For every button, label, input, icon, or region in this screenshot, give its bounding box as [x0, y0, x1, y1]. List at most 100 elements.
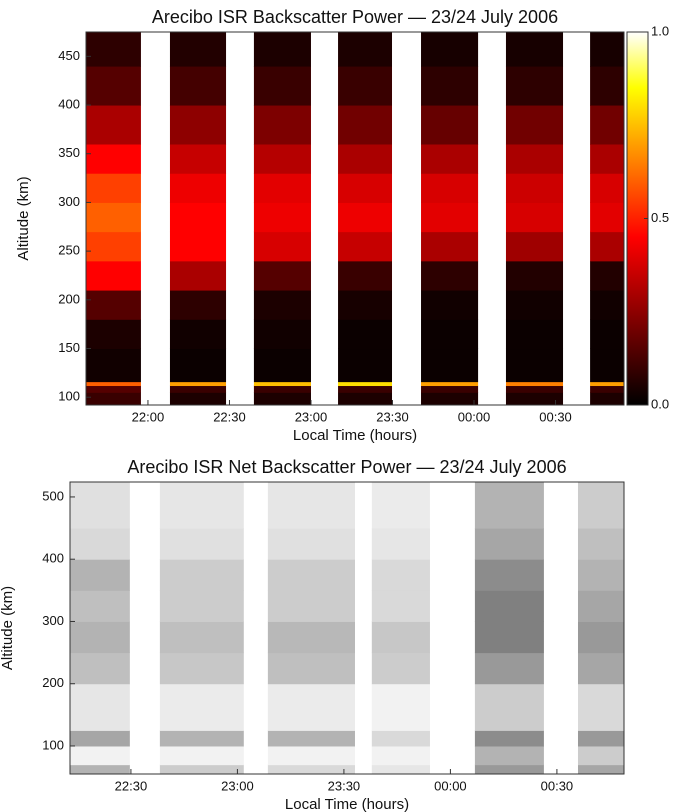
heatmap-cell [590, 319, 624, 350]
heatmap-cell [86, 231, 141, 262]
heatmap-cell [590, 173, 624, 203]
heatmap-cell [421, 143, 479, 174]
x-tick-label: 00:00 [434, 778, 467, 793]
colorbar-tick-label: 0.0 [651, 396, 669, 411]
heatmap-cell [267, 764, 355, 775]
colorbar-tick-label: 1.0 [651, 23, 669, 38]
heatmap-cell [159, 683, 244, 731]
heatmap-cell [474, 652, 544, 685]
heatmap-cell [371, 745, 430, 766]
heatmap-cell [338, 381, 393, 387]
heatmap-cell [86, 173, 141, 203]
heatmap-cell [474, 683, 544, 731]
heatmap-cell [421, 381, 479, 387]
heatmap-cell [159, 745, 244, 766]
heatmap-cell [474, 528, 544, 560]
heatmap-cell [371, 730, 430, 747]
heatmap-cell [371, 683, 430, 731]
heatmap-cell [169, 202, 227, 233]
heatmap-cell [70, 590, 130, 622]
heatmap-cell [421, 105, 479, 145]
heatmap-cell [590, 231, 624, 262]
heatmap-cell [577, 652, 624, 685]
heatmap-cell [371, 482, 430, 529]
heatmap-cell [169, 348, 227, 383]
plot-frame [69, 481, 625, 775]
heatmap-cell [70, 621, 130, 654]
heatmap-cell [338, 32, 393, 67]
heatmap-cell [267, 683, 355, 731]
heatmap-cell [169, 143, 227, 174]
heatmap-cell [371, 764, 430, 775]
heatmap-cell [577, 621, 624, 654]
heatmap-cell [505, 32, 564, 67]
y-tick-label: 400 [42, 551, 64, 566]
heatmap-cell [590, 392, 624, 406]
heatmap-cell [70, 652, 130, 685]
heatmap-cell [505, 260, 564, 291]
heatmap-cell [253, 66, 311, 106]
heatmap-cell [267, 559, 355, 591]
heatmap-cell [86, 348, 141, 383]
heatmap-cell [86, 143, 141, 174]
heatmap-cell [159, 652, 244, 685]
heatmap-cell [253, 392, 311, 406]
heatmap-cell [338, 385, 393, 393]
heatmap-cell [577, 683, 624, 731]
y-tick-label: 500 [42, 488, 64, 503]
heatmap-cell [474, 590, 544, 622]
y-tick-label: 300 [42, 613, 64, 628]
heatmap-cell [267, 730, 355, 747]
heatmap-cell [421, 348, 479, 383]
heatmap-cell [169, 32, 227, 67]
heatmap-cell [505, 202, 564, 233]
heatmap-cell [474, 621, 544, 654]
heatmap-cell [70, 745, 130, 766]
plot-frame [85, 31, 625, 406]
heatmap-cell [338, 348, 393, 383]
heatmap-cell [590, 202, 624, 233]
heatmap-cell [159, 621, 244, 654]
heatmap-cell [267, 590, 355, 622]
heatmap-cell [169, 173, 227, 203]
heatmap-cell [253, 381, 311, 387]
heatmap-cell [338, 319, 393, 350]
heatmap-cell [577, 559, 624, 591]
heatmap-cell [577, 764, 624, 775]
y-tick-label: 100 [42, 737, 64, 752]
heatmap-cell [421, 319, 479, 350]
y-tick-label: 400 [58, 96, 80, 111]
heatmap-cell [474, 559, 544, 591]
y-tick-label: 350 [58, 145, 80, 160]
heatmap-cell [338, 105, 393, 145]
heatmap-cell [505, 381, 564, 387]
heatmap-cell [474, 764, 544, 775]
heatmap-cell [590, 143, 624, 174]
heatmap-cell [253, 385, 311, 393]
heatmap-cell [590, 260, 624, 291]
heatmap-cell [590, 385, 624, 393]
heatmap-cell [421, 290, 479, 320]
heatmap-cell [505, 319, 564, 350]
heatmap-cell [338, 202, 393, 233]
heatmap-cell [371, 652, 430, 685]
heatmap-cell [421, 385, 479, 393]
heatmap-cell [474, 730, 544, 747]
heatmap-cell [474, 745, 544, 766]
heatmap-cell [590, 290, 624, 320]
heatmap-cell [169, 105, 227, 145]
y-tick-label: 200 [58, 291, 80, 306]
x-tick-label: 22:30 [115, 778, 148, 793]
heatmap-cell [421, 66, 479, 106]
heatmap-cell [159, 764, 244, 775]
heatmap-cell [371, 559, 430, 591]
heatmap-cell [86, 260, 141, 291]
heatmap-cell [421, 173, 479, 203]
heatmap-cell [159, 482, 244, 529]
heatmap-cell [70, 764, 130, 775]
x-tick-label: 23:00 [221, 778, 254, 793]
y-tick-label: 300 [58, 194, 80, 209]
heatmap-cell [421, 32, 479, 67]
chart-title: Arecibo ISR Backscatter Power — 23/24 Ju… [152, 7, 558, 27]
heatmap-cell [253, 348, 311, 383]
